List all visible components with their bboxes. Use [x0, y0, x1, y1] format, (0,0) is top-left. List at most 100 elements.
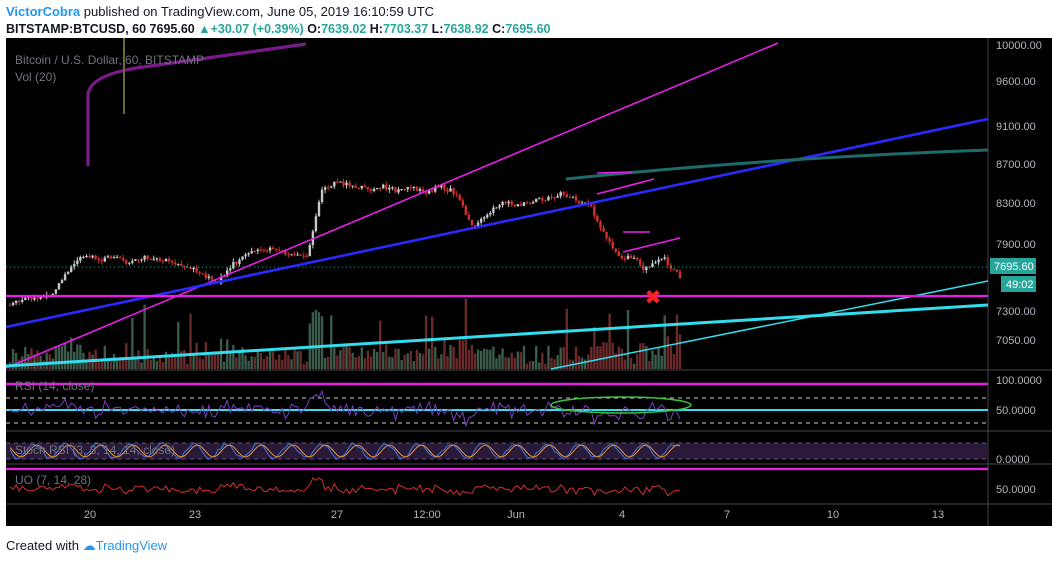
volume-bar: [639, 343, 642, 369]
tradingview-brand-link[interactable]: TradingView: [95, 538, 168, 553]
candle-body: [39, 297, 42, 299]
volume-bar: [281, 359, 284, 369]
candle-body: [265, 250, 269, 252]
candle-body: [626, 255, 630, 259]
price-tick: 7300.00: [996, 306, 1036, 318]
candle-body: [308, 244, 312, 257]
candle-body: [210, 276, 214, 280]
created-with-text: Created with: [6, 538, 79, 553]
volume-bar: [593, 326, 596, 369]
volume-bar: [635, 354, 639, 369]
volume-bar: [14, 352, 18, 369]
candle-body: [250, 250, 253, 254]
candle-body: [446, 189, 449, 192]
open-label: O:: [307, 22, 322, 36]
candle-body: [186, 267, 189, 269]
candle-body: [8, 305, 12, 307]
purple-curve[interactable]: [86, 42, 307, 166]
candle-body: [118, 257, 122, 259]
chart-svg[interactable]: ✖ Bitcoin / U.S. Dollar, 60, BITSTAMP Vo…: [5, 38, 1052, 526]
volume-bar: [167, 357, 171, 369]
candle-body: [372, 189, 376, 192]
candle-body: [452, 188, 455, 195]
candle-body: [336, 181, 339, 183]
volume-bar: [76, 344, 79, 369]
flag-top-1[interactable]: [596, 171, 633, 174]
candle-body: [400, 189, 403, 191]
volume-bar: [443, 338, 446, 369]
candle-body: [369, 189, 373, 192]
candle-body: [274, 249, 278, 251]
volume-bar: [535, 345, 538, 369]
candle-body: [385, 184, 388, 190]
cyan-support-line[interactable]: [5, 303, 989, 368]
price-tick: 7900.00: [996, 239, 1036, 251]
volume-bar: [394, 348, 397, 369]
volume-bar: [192, 352, 195, 369]
candle-body: [434, 186, 437, 192]
volume-bar: [672, 354, 676, 369]
candle-body: [146, 255, 149, 259]
volume-bar: [207, 353, 211, 369]
close-value: 7695.60: [505, 22, 551, 36]
candle-body: [479, 218, 483, 223]
magenta-rising-trendline[interactable]: [5, 42, 779, 369]
candle-body: [128, 262, 131, 264]
volume-bar: [118, 359, 122, 369]
candle-body: [296, 254, 299, 256]
low-label: L:: [431, 22, 444, 36]
volume-bar: [11, 349, 15, 369]
volume-bar: [24, 346, 27, 369]
candle-body: [675, 269, 679, 272]
volume-bar: [143, 304, 146, 369]
volume-bar: [467, 349, 471, 369]
volume-bar: [642, 343, 645, 369]
volume-bar: [115, 359, 119, 369]
candle-body: [51, 293, 55, 296]
candle-body: [339, 181, 342, 183]
volume-bar: [522, 345, 526, 369]
volume-bar: [415, 349, 419, 369]
candle-body: [305, 255, 308, 257]
timer-badge-text: 49:02: [1006, 279, 1034, 291]
volume-bar: [382, 352, 385, 369]
flag-bottom-1[interactable]: [596, 178, 655, 195]
candle-body: [629, 255, 633, 259]
cross-annotation-icon: ✖: [645, 287, 662, 309]
volume-bar: [516, 351, 520, 369]
teal-moving-average[interactable]: [565, 148, 989, 181]
candle-body: [33, 297, 36, 300]
volume-bar: [675, 314, 679, 369]
rsi-highlight-ellipse[interactable]: [550, 396, 692, 414]
candle-body: [262, 249, 266, 251]
volume-bar: [79, 344, 82, 369]
candle-body: [94, 255, 97, 259]
candle-body: [614, 248, 617, 252]
blue-trendline[interactable]: [5, 117, 989, 329]
volume-bar: [556, 355, 559, 369]
volume-bar: [296, 351, 299, 369]
author-link[interactable]: VictorCobra: [6, 4, 81, 19]
volume-bar: [473, 353, 477, 369]
candle-body: [415, 186, 419, 191]
volume-bar: [63, 342, 67, 369]
candle-body: [161, 260, 165, 262]
candle-body: [100, 260, 103, 262]
candle-body: [54, 289, 58, 294]
flag-bottom-2[interactable]: [622, 237, 681, 253]
volume-bar: [458, 339, 461, 369]
candle-body: [57, 283, 61, 290]
volume-bar: [354, 357, 357, 369]
volume-bar: [345, 345, 348, 369]
candle-body: [195, 267, 198, 272]
candle-body: [360, 185, 364, 189]
volume-bar: [320, 316, 324, 369]
chart-area[interactable]: ✖ Bitcoin / U.S. Dollar, 60, BITSTAMP Vo…: [5, 38, 1052, 526]
candle-body: [170, 261, 174, 263]
volume-bar: [161, 362, 165, 369]
volume-bar: [262, 358, 266, 369]
volume-bar: [198, 357, 201, 369]
volume-bar: [409, 350, 412, 369]
candle-body: [82, 256, 85, 258]
candle-body: [30, 296, 33, 300]
